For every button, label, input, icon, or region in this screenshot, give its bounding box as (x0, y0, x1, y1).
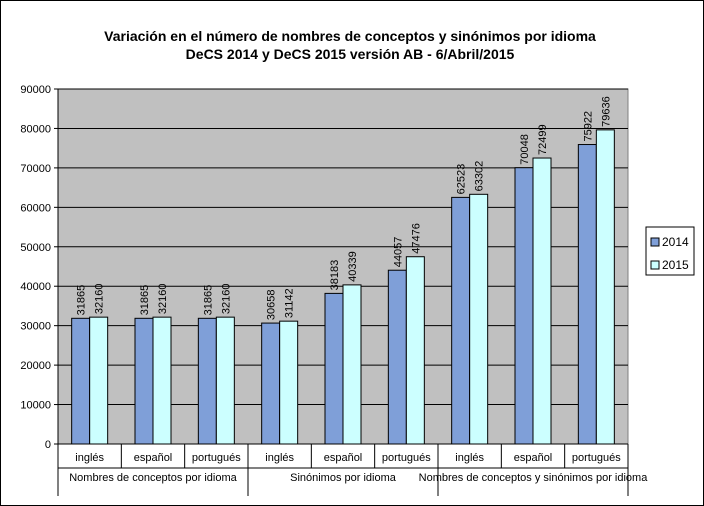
y-tick-label: 20000 (20, 360, 51, 372)
data-label: 31865 (76, 285, 88, 316)
data-label: 31142 (284, 288, 296, 318)
y-axis-ticks: 0 10000 20000 30000 40000 50000 60000 70000 8000… (20, 84, 58, 451)
data-label: 70048 (519, 134, 531, 165)
bar-2014-6 (451, 196, 471, 445)
x-category-label: inglés (265, 452, 294, 464)
y-tick-label: 60000 (20, 202, 51, 214)
bar-2015-4 (342, 284, 362, 445)
bar-2015-7 (532, 157, 552, 445)
data-label: 63302 (474, 161, 486, 192)
bar-2014-4 (324, 292, 344, 445)
data-label: 31865 (202, 285, 214, 316)
bar-2015-0 (89, 316, 109, 445)
legend-swatch (650, 237, 660, 247)
bar-2014-2 (197, 317, 217, 445)
bar-2015-6 (469, 193, 489, 445)
data-labels: 31865 31865 31865 30658 38183 44057 62523 70048… (76, 96, 613, 320)
x-category-label: español (514, 452, 553, 464)
x-category-label: portugués (572, 452, 621, 464)
y-tick-label: 0 (45, 439, 51, 451)
data-label: 40339 (347, 251, 359, 282)
chart-title-line-2: DeCS 2014 y DeCS 2015 versión AB - 6/Abr… (186, 46, 515, 62)
data-label: 32160 (94, 284, 106, 315)
y-tick-label: 40000 (20, 281, 51, 293)
bar-2014-3 (261, 322, 281, 445)
chart-title: Variación en el número de nombres de con… (104, 28, 596, 62)
data-label: 72499 (537, 124, 549, 155)
x-group-label: Sinónimos por idioma (290, 472, 397, 484)
x-category-label: español (134, 452, 173, 464)
legend-swatch (650, 260, 660, 270)
bar-2015-1 (152, 316, 172, 445)
bar-2015-5 (405, 256, 425, 445)
x-group-label: Nombres de conceptos por idioma (69, 472, 237, 484)
bar-2014-8 (577, 144, 597, 445)
data-label: 30658 (266, 289, 278, 320)
x-category-label: inglés (455, 452, 484, 464)
bar-2014-7 (514, 167, 534, 445)
x-category-label: portugués (192, 452, 241, 464)
x-category-label: español (324, 452, 363, 464)
legend: 2014 2015 (645, 226, 695, 276)
y-tick-label: 70000 (20, 163, 51, 175)
data-label: 31865 (139, 285, 151, 316)
bar-2015-3 (279, 320, 299, 445)
y-tick-label: 30000 (20, 321, 51, 333)
data-label: 32160 (220, 284, 232, 315)
bars (71, 129, 615, 445)
bar-2014-0 (71, 317, 91, 445)
y-tick-label: 50000 (20, 242, 51, 254)
x-group-label: Nombres de conceptos y sinónimos por idi… (419, 472, 649, 484)
x-axis: inglés español portugués inglés español portu… (57, 89, 649, 496)
x-category-label: portugués (382, 452, 431, 464)
data-label: 38183 (329, 260, 341, 291)
y-tick-label: 10000 (20, 400, 51, 412)
data-label: 44057 (392, 237, 404, 268)
y-tick-label: 80000 (20, 123, 51, 135)
bar-2015-8 (595, 129, 615, 445)
y-tick-label: 90000 (20, 84, 51, 96)
data-label: 79636 (600, 96, 612, 127)
legend-label: 2014 (662, 235, 689, 249)
data-label: 62523 (456, 164, 468, 195)
bar-2014-5 (387, 269, 407, 445)
chart-title-line-1: Variación en el número de nombres de con… (104, 28, 596, 44)
data-label: 75922 (582, 111, 594, 142)
data-label: 47476 (410, 223, 422, 254)
legend-label: 2015 (662, 258, 689, 272)
data-label: 32160 (157, 284, 169, 315)
bar-2015-2 (215, 316, 235, 445)
x-category-label: inglés (75, 452, 104, 464)
bar-2014-1 (134, 317, 154, 445)
